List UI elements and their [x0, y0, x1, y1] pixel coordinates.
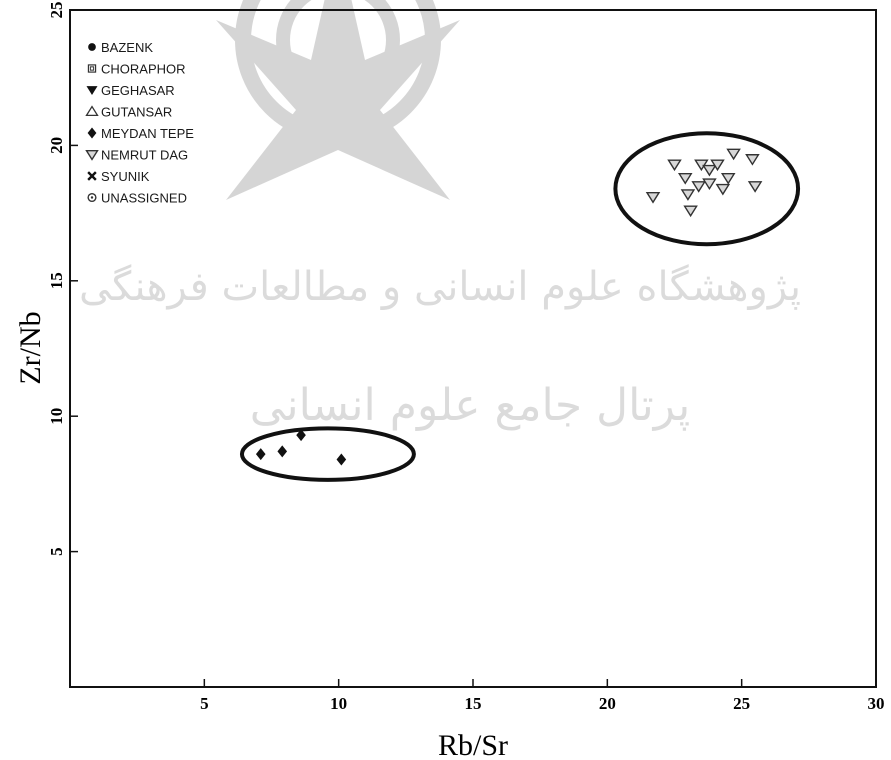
data-point — [296, 429, 306, 442]
data-point — [691, 181, 706, 193]
data-point — [255, 448, 266, 461]
y-tick-label: 10 — [47, 408, 66, 425]
legend-label: SYUNIK — [101, 169, 150, 184]
legend-marker — [87, 192, 97, 203]
legend-marker — [86, 86, 98, 95]
legend-label: NEMRUT DAG — [101, 148, 188, 163]
data-point — [683, 205, 698, 218]
data-point — [747, 181, 763, 193]
cluster-ellipse — [239, 426, 416, 482]
legend-marker — [88, 43, 96, 51]
legend-label: UNASSIGNED — [101, 191, 187, 206]
data-point — [336, 453, 347, 466]
legend-label: CHORAPHOR — [101, 62, 186, 77]
data-point — [702, 164, 717, 177]
legend-label: GUTANSAR — [101, 105, 172, 120]
y-tick-label: 20 — [47, 137, 66, 154]
legend-label: GEGHASAR — [101, 83, 175, 98]
data-point — [715, 183, 731, 196]
legend-marker — [87, 127, 97, 139]
data-point — [710, 159, 725, 172]
legend: BAZENK CHORAPHOR GEGHASAR GUTANSAR MEYDAN TE… — [85, 40, 194, 206]
legend-label: MEYDAN TEPE — [101, 126, 194, 141]
data-point — [680, 189, 696, 201]
y-tick-label: 15 — [47, 272, 66, 289]
watermark-line-1: پژوهشگاه علوم انسانی و مطالعات فرهنگی — [79, 264, 801, 310]
y-tick-label: 25 — [47, 2, 66, 19]
data-points — [255, 148, 763, 466]
data-point — [277, 445, 288, 458]
legend-marker — [87, 171, 97, 181]
y-axis-title: Zr/Nb — [14, 311, 47, 384]
x-axis-title: Rb/Sr — [438, 729, 508, 760]
x-tick-label: 25 — [733, 694, 750, 713]
watermark-emblem — [216, 0, 460, 200]
data-point — [726, 148, 741, 161]
watermark-line-2: پرتال جامع علوم انسانی — [250, 380, 691, 431]
legend-marker — [85, 149, 99, 161]
legend-label: BAZENK — [101, 40, 153, 55]
legend-marker — [85, 105, 99, 116]
axis-ticks: 5 10 15 20 25 30 5 10 15 20 25 — [47, 2, 885, 714]
data-point — [720, 172, 736, 185]
cluster-ellipse — [613, 131, 801, 247]
data-point — [702, 178, 717, 191]
data-point — [645, 191, 661, 204]
x-tick-label: 30 — [868, 694, 885, 713]
data-point — [677, 172, 693, 185]
x-tick-label: 20 — [599, 694, 616, 713]
x-tick-label: 10 — [330, 694, 347, 713]
y-tick-label: 5 — [47, 547, 66, 556]
x-tick-label: 15 — [465, 694, 482, 713]
plot-frame — [69, 9, 877, 688]
legend-marker — [87, 64, 97, 73]
data-point — [745, 154, 760, 166]
cluster-ellipses — [239, 131, 801, 482]
data-point — [667, 159, 682, 172]
x-tick-label: 5 — [200, 694, 209, 713]
